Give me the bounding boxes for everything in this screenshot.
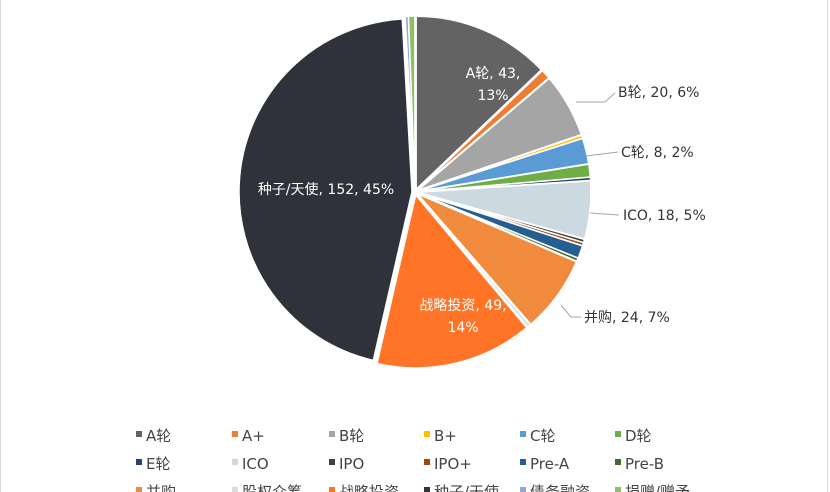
- leader-line-4: [585, 151, 619, 157]
- legend-swatch-6: [136, 459, 142, 465]
- legend-label-16: 债务融资: [530, 483, 590, 492]
- leader-line-7: [589, 212, 620, 216]
- pie-slice-0: [415, 15, 543, 191]
- data-label-14-line-0: 战略投资, 49,: [419, 298, 506, 314]
- legend-swatch-2: [329, 431, 335, 437]
- legend-label-9: IPO+: [434, 455, 472, 473]
- legend: A轮 A+ B轮 B+ C轮 D轮 E轮 ICO IPO IPO+ Pre-A Pre-B 并购 股权众筹…: [136, 427, 690, 492]
- legend-label-12: 并购: [146, 483, 176, 492]
- legend-swatch-11: [615, 459, 621, 465]
- legend-swatch-1: [232, 431, 238, 437]
- legend-swatch-17: [615, 487, 621, 492]
- legend-label-0: A轮: [146, 427, 171, 445]
- data-label-7-line-0: ICO, 18, 5%: [623, 208, 706, 224]
- data-label-2-line-0: B轮, 20, 6%: [618, 85, 699, 101]
- legend-label-13: 股权众筹: [242, 483, 302, 492]
- leader-line-2: [576, 92, 616, 103]
- data-label-0-line-0: A轮, 43,: [466, 66, 521, 82]
- pie-slice-13: [416, 193, 532, 329]
- legend-swatch-0: [136, 431, 142, 437]
- legend-label-17: 捐赠/赠予: [625, 483, 690, 492]
- data-label-12-line-0: 并购, 24, 7%: [584, 310, 670, 326]
- leader-line-12: [560, 304, 581, 318]
- legend-swatch-14: [329, 487, 335, 492]
- legend-swatch-9: [424, 459, 430, 465]
- pie-slice-15: [238, 18, 413, 362]
- legend-swatch-15: [424, 487, 430, 492]
- legend-swatch-5: [615, 431, 621, 437]
- data-label-15-line-0: 种子/天使, 152, 45%: [258, 181, 394, 198]
- legend-label-14: 战略投资: [339, 483, 399, 492]
- pie-slice-17: [407, 15, 416, 190]
- legend-label-11: Pre-B: [625, 455, 664, 473]
- data-label-14-line-1: 14%: [447, 320, 478, 336]
- legend-label-6: E轮: [146, 455, 170, 473]
- data-label-0-line-1: 13%: [477, 88, 508, 104]
- legend-swatch-7: [232, 459, 238, 465]
- pie-slices: [238, 15, 592, 369]
- legend-label-5: D轮: [625, 427, 652, 445]
- legend-label-2: B轮: [339, 427, 364, 445]
- legend-swatch-12: [136, 487, 142, 492]
- legend-swatch-10: [520, 459, 526, 465]
- legend-swatch-3: [424, 431, 430, 437]
- leader-lines: [560, 92, 620, 318]
- legend-swatch-13: [232, 487, 238, 492]
- legend-label-15: 种子/天使: [434, 483, 499, 492]
- legend-label-8: IPO: [339, 455, 364, 473]
- legend-label-7: ICO: [242, 455, 269, 473]
- legend-swatch-16: [520, 487, 526, 492]
- legend-label-4: C轮: [530, 427, 555, 445]
- data-label-4-line-0: C轮, 8, 2%: [621, 145, 694, 161]
- legend-label-10: Pre-A: [530, 455, 570, 473]
- pie-slice-14: [376, 193, 528, 369]
- legend-swatch-4: [520, 431, 526, 437]
- legend-swatch-8: [329, 459, 335, 465]
- legend-label-1: A+: [242, 427, 265, 445]
- pie-slice-12: [416, 193, 578, 326]
- data-labels: A轮, 43, 13% B轮, 20, 6% C轮, 8, 2% ICO, 18, 5%…: [258, 66, 706, 336]
- legend-label-3: B+: [434, 427, 457, 445]
